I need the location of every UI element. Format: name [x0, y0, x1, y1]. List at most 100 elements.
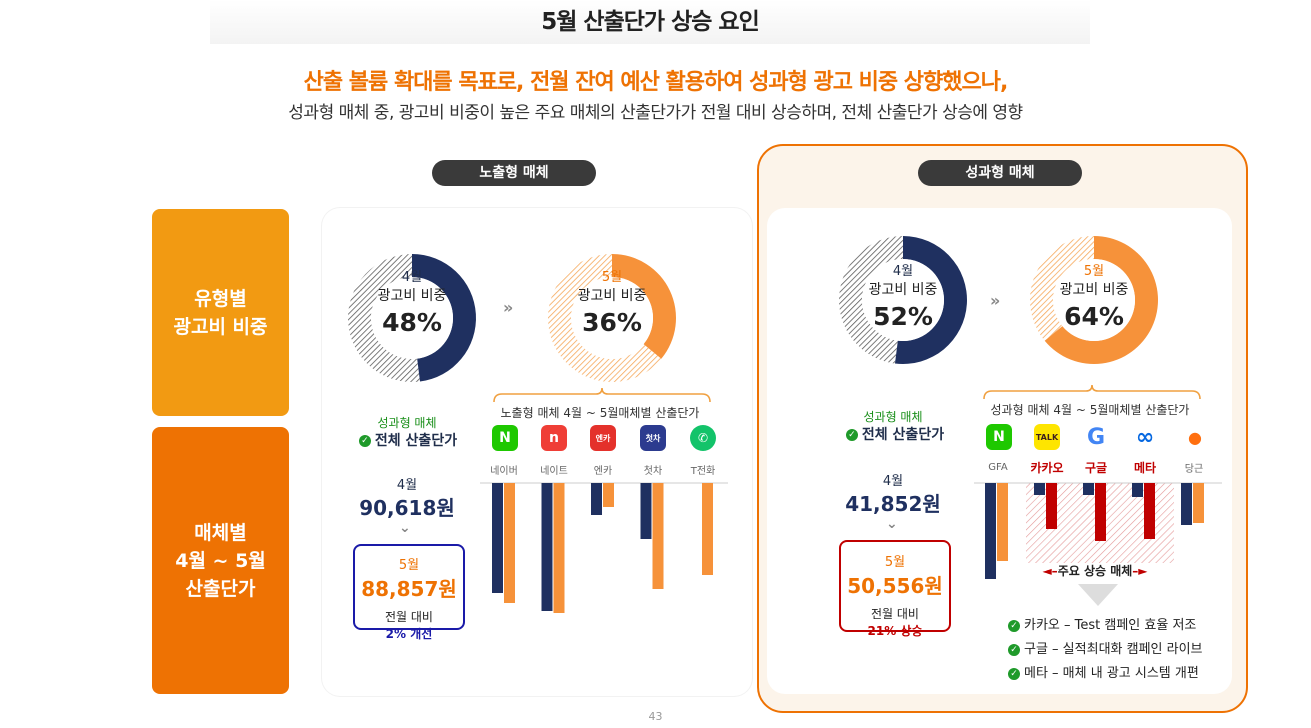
donut-main-slice — [612, 254, 676, 359]
compare-value: 21% 상승 — [867, 624, 923, 638]
meta-logo-icon: ∞ — [1132, 424, 1158, 450]
donut-label: 광고비 비중 — [1059, 282, 1129, 298]
bar-may — [702, 483, 713, 575]
left-pill: 노출형 매체 — [432, 160, 596, 186]
donut-value: 48% — [382, 308, 442, 337]
check-icon: ✓ — [1008, 619, 1020, 632]
encar-logo-icon: 엔카 — [590, 425, 616, 451]
brace-label-left: 노출형 매체 4월 ~ 5월매체별 산출단가 — [500, 406, 700, 420]
side-label-ad-share: 유형별 광고비 비중 — [152, 209, 289, 416]
donut-month: 4월 — [892, 264, 914, 279]
check-icon: ✓ — [1008, 643, 1020, 656]
bar-may — [603, 483, 614, 507]
donut-apr-right: 4월 광고비 비중 52% — [843, 262, 963, 334]
may-month: 5월 — [398, 558, 420, 573]
may-value: 88,857원 — [361, 577, 457, 601]
donut-hole — [371, 277, 453, 359]
right-pill: 성과형 매체 — [918, 160, 1082, 186]
subline: 성과형 매체 중, 광고비 비중이 높은 주요 매체의 산출단가가 전월 대비 … — [288, 103, 1023, 123]
chevron-down-icon: ⌄ — [886, 516, 898, 532]
bar-apr — [985, 483, 996, 579]
arrow-right-icon: –► — [1132, 564, 1148, 578]
may-month: 5월 — [884, 555, 906, 570]
bar-may — [1095, 483, 1106, 541]
side-label-media-cpa: 매체별 4월 ~ 5월 산출단가 — [152, 427, 289, 694]
may-box-right: 5월 50,556원 전월 대비 21% 상승 — [839, 540, 951, 638]
compare-value: 2% 개선 — [385, 627, 433, 641]
donut-may-right: 5월 광고비 비중 64% — [1034, 262, 1154, 334]
donut-month: 4월 — [401, 270, 423, 285]
media-label: 당근 — [1184, 464, 1204, 475]
donut-value: 64% — [1064, 302, 1124, 331]
bar-apr — [1181, 483, 1192, 525]
donut-value: 52% — [873, 302, 933, 331]
arrow-left-icon: ◄– — [1042, 564, 1058, 578]
check-icon: ✓ — [1008, 667, 1020, 680]
kakao-logo-icon: TALK — [1034, 424, 1060, 450]
bar-may — [997, 483, 1008, 561]
highlight-arrow — [1078, 584, 1118, 606]
total-label: ✓ 전체 산출단가 — [830, 424, 960, 444]
bar-may — [1144, 483, 1155, 539]
donut-rest-slice — [839, 236, 903, 364]
bar-may — [553, 483, 565, 613]
donut-label: 광고비 비중 — [577, 288, 647, 304]
compare-label: 전월 대비 — [871, 607, 919, 621]
donut-rest-slice — [548, 254, 662, 382]
donut-hole — [862, 259, 944, 341]
donut-hole — [571, 277, 653, 359]
tphone-logo-icon: ✆ — [690, 425, 716, 451]
bar-apr — [541, 483, 553, 611]
bullet-item: ✓ 구글 – 실적최대화 캠페인 라이브 — [1008, 638, 1203, 657]
bar-apr — [640, 483, 652, 539]
bar-apr — [1083, 483, 1094, 495]
bullet-text: 메타 – 매체 내 광고 시스템 개편 — [1024, 666, 1199, 681]
total-label: ✓ 전체 산출단가 — [343, 430, 473, 450]
may-value: 50,556원 — [847, 574, 943, 598]
media-label: 네이버 — [490, 466, 518, 477]
chacha-logo-icon: 첫차 — [640, 425, 666, 451]
media-label: T전화 — [690, 466, 716, 477]
brace-label-right: 성과형 매체 4월 ~ 5월매체별 산출단가 — [990, 403, 1190, 417]
donut-label: 광고비 비중 — [377, 288, 447, 304]
media-label: GFA — [988, 462, 1008, 473]
apr-value: 90,618원 — [359, 496, 455, 520]
bar-may — [652, 483, 664, 589]
nate-logo-icon: n — [541, 425, 567, 451]
apr-month: 4월 — [396, 478, 418, 493]
donut-main-slice — [412, 254, 476, 382]
highlight-label-text: 주요 상승 매체 — [1057, 564, 1133, 578]
brace-line — [493, 387, 711, 403]
naver-gfa-logo-icon: N — [986, 424, 1012, 450]
media-label: 네이트 — [540, 466, 568, 477]
bar-may — [1193, 483, 1204, 523]
donut-month: 5월 — [601, 270, 623, 285]
donut-month: 5월 — [1083, 264, 1105, 279]
donut-rest-slice — [347, 254, 421, 382]
total-small-label: 성과형 매체 — [377, 416, 437, 430]
donut-hole — [1053, 259, 1135, 341]
total-small-label: 성과형 매체 — [863, 410, 923, 424]
media-label: 메타 — [1133, 461, 1157, 475]
chevron-down-icon: ⌄ — [399, 520, 411, 536]
total-label-text: 전체 산출단가 — [861, 427, 945, 443]
brace-line — [983, 384, 1201, 400]
check-icon: ✓ — [845, 429, 858, 441]
may-box-left: 5월 88,857원 전월 대비 2% 개선 — [353, 544, 465, 641]
bar-apr — [492, 483, 503, 593]
headline: 산출 볼륨 확대를 목표로, 전월 잔여 예산 활용하여 성과형 광고 비중 상… — [303, 70, 1009, 95]
bar-may — [504, 483, 515, 603]
chevron-right-icon: » — [503, 298, 514, 317]
media-label: 첫차 — [643, 466, 663, 477]
media-label: 카카오 — [1030, 461, 1064, 475]
donut-value: 36% — [582, 308, 642, 337]
bullet-item: ✓ 카카오 – Test 캠페인 효율 저조 — [1008, 614, 1196, 633]
naver-logo-icon: N — [492, 425, 518, 451]
page-number: 43 — [648, 710, 663, 723]
chevron-right-icon: » — [990, 291, 1001, 310]
title-bar: 5월 산출단가 상승 요인 — [210, 0, 1090, 44]
bullet-text: 카카오 – Test 캠페인 효율 저조 — [1024, 618, 1197, 633]
donut-main-slice — [894, 236, 968, 364]
highlight-label: ◄–주요 상승 매체–► — [1040, 562, 1150, 579]
